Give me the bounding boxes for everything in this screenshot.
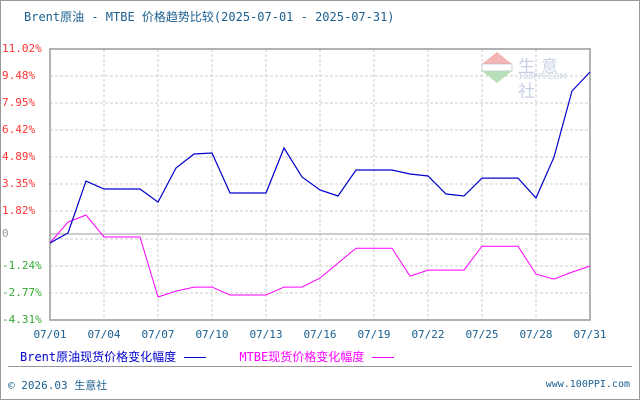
x-tick-label: 07/22 [411, 328, 445, 341]
legend-mtbe: MTBE现货价格变化幅度 [239, 350, 395, 364]
copyright: © 2026.03 生意社 [8, 379, 108, 392]
x-tick-label: 07/07 [141, 328, 175, 341]
y-tick-label: -4.31% [2, 313, 42, 326]
ppi-logo-icon [481, 52, 513, 83]
x-tick-label: 07/19 [357, 328, 391, 341]
y-tick-label: 11.02% [2, 42, 42, 55]
site-link[interactable]: www.100PPI.com [545, 379, 630, 390]
y-tick-label: -1.24% [2, 259, 42, 272]
legend-brent-label: Brent原油现货价格变化幅度 [20, 350, 177, 364]
y-tick-label: 3.35% [2, 177, 36, 190]
x-tick-label: 07/13 [249, 328, 283, 341]
y-tick-label: -2.77% [2, 286, 42, 299]
plot-border [49, 48, 591, 321]
gridlines [50, 49, 590, 320]
y-tick-label: 6.42% [2, 123, 36, 136]
chart-title: Brent原油 - MTBE 价格趋势比较(2025-07-01 - 2025-… [24, 10, 395, 24]
legend-brent-swatch [184, 357, 207, 358]
y-tick-label: 1.82% [2, 204, 36, 217]
watermark-cn: 生意社 [518, 57, 564, 102]
y-tick-label: 0 [2, 227, 9, 240]
mtbe-line [49, 214, 591, 298]
x-tick-label: 07/10 [195, 328, 229, 341]
legend-mtbe-label: MTBE现货价格变化幅度 [239, 350, 365, 364]
x-tick-label: 07/28 [519, 328, 553, 341]
y-tick-label: 7.95% [2, 96, 36, 109]
x-tick-label: 07/01 [33, 328, 67, 341]
x-tick-label: 07/31 [573, 328, 607, 341]
legend: Brent原油现货价格变化幅度 MTBE现货价格变化幅度 [20, 348, 395, 365]
y-tick-label: 9.48% [2, 69, 36, 82]
watermark-logo: 生意社 100PPI.COM [480, 52, 580, 102]
x-tick-label: 07/16 [303, 328, 337, 341]
footer-divider [8, 366, 632, 367]
legend-mtbe-swatch [372, 357, 395, 358]
legend-brent: Brent原油现货价格变化幅度 [20, 350, 207, 364]
watermark-en: 100PPI.COM [518, 72, 567, 81]
x-tick-label: 07/04 [87, 328, 121, 341]
y-tick-label: 4.89% [2, 150, 36, 163]
x-tick-label: 07/25 [465, 328, 499, 341]
brent-line [49, 71, 591, 244]
